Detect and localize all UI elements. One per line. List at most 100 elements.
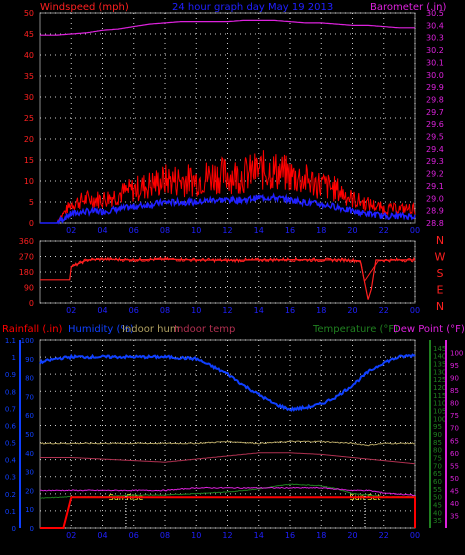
x-tick-label: 18 xyxy=(316,531,326,540)
barometer-tick-label: 30.5 xyxy=(426,9,444,18)
grid-lines xyxy=(40,12,416,529)
barometer-tick-label: 30.3 xyxy=(426,34,444,43)
temperature-tick-label: 105 xyxy=(433,408,446,416)
rain-tick-label: 0.4 xyxy=(5,457,17,465)
humidity-tick-label: 90 xyxy=(25,356,34,364)
barometer-line xyxy=(40,19,415,36)
wind-tick-label: 20 xyxy=(24,135,34,144)
indoor-temp-label: Indoor temp xyxy=(174,324,235,335)
humidity-tick-label: 0 xyxy=(30,525,34,533)
temperature-tick-label: 75 xyxy=(433,455,442,463)
temperature-tick-label: 135 xyxy=(433,361,446,369)
dew-point-tick-label: 75 xyxy=(450,412,459,420)
graph-title: 24 hour graph day May 19 2013 xyxy=(172,2,333,13)
barometer-tick-label: 28.9 xyxy=(426,207,444,216)
x-tick-label: 16 xyxy=(285,531,295,540)
rain-tick-label: 0.7 xyxy=(5,405,16,413)
rain-tick-label: 0.9 xyxy=(5,371,16,379)
x-tick-label: 10 xyxy=(191,306,201,315)
barometer-tick-label: 29.9 xyxy=(426,83,444,92)
temperature-tick-label: 110 xyxy=(433,400,446,408)
dew-point-tick-label: 50 xyxy=(450,475,459,483)
rain-tick-label: 0.1 xyxy=(5,508,16,516)
wind-tick-label: 40 xyxy=(24,51,34,60)
dew-point-line xyxy=(40,486,416,497)
temperature-tick-label: 45 xyxy=(433,502,442,510)
dew-point-tick-label: 65 xyxy=(450,437,459,445)
direction-tick-label: 0 xyxy=(29,299,34,308)
temperature-tick-label: 60 xyxy=(433,478,442,486)
series-lines xyxy=(39,19,416,529)
dew-point-tick-label: 70 xyxy=(450,425,459,433)
rain-tick-label: 0.8 xyxy=(5,388,16,396)
x-tick-label: 18 xyxy=(316,306,326,315)
barometer-tick-label: 29.3 xyxy=(426,157,444,166)
x-tick-label: 10 xyxy=(191,226,201,235)
barometer-tick-label: 30.0 xyxy=(426,71,444,80)
windspeed-label: Windspeed (mph) xyxy=(40,2,129,13)
indoor-temp-line xyxy=(40,452,416,465)
wind-tick-label: 15 xyxy=(24,156,34,165)
temperature-tick-label: 100 xyxy=(433,415,446,423)
x-tick-label: 14 xyxy=(254,306,264,315)
x-tick-label: 12 xyxy=(222,306,232,315)
humidity-tick-label: 10 xyxy=(25,506,34,514)
wind-tick-label: 25 xyxy=(24,114,34,123)
barometer-tick-label: 29.8 xyxy=(426,95,444,104)
indoor-hum-line xyxy=(39,440,416,447)
humidity-tick-label: 50 xyxy=(25,431,34,439)
barometer-tick-label: 29.1 xyxy=(426,182,444,191)
x-tick-label: 04 xyxy=(97,306,107,315)
temperature-tick-label: 50 xyxy=(433,494,442,502)
temperature-tick-label: 130 xyxy=(433,368,446,376)
temperature-tick-label: 80 xyxy=(433,447,442,455)
dew-point-tick-label: 100 xyxy=(450,350,463,358)
barometer-tick-label: 29.6 xyxy=(426,120,444,129)
humidity-tick-label: 60 xyxy=(25,412,34,420)
x-tick-label: 10 xyxy=(191,531,201,540)
compass-label: N xyxy=(436,300,444,313)
x-tick-label: 22 xyxy=(379,226,389,235)
x-tick-label: 14 xyxy=(254,531,264,540)
direction-tick-label: 180 xyxy=(19,268,34,277)
wind-average-line xyxy=(40,192,416,225)
barometer-tick-label: 29.5 xyxy=(426,133,444,142)
dew-point-tick-label: 95 xyxy=(450,362,459,370)
temperature-tick-label: 55 xyxy=(433,486,442,494)
x-tick-label: 06 xyxy=(129,226,139,235)
wind-tick-label: 10 xyxy=(24,177,34,186)
temperature-tick-label: 125 xyxy=(433,376,446,384)
temperature-tick-label: 70 xyxy=(433,462,442,470)
x-tick-label: 16 xyxy=(285,306,295,315)
x-tick-label: 16 xyxy=(285,226,295,235)
dew-point-tick-label: 40 xyxy=(450,500,459,508)
dew-point-tick-label: 85 xyxy=(450,387,459,395)
x-tick-label: 08 xyxy=(160,531,170,540)
x-tick-label: 08 xyxy=(160,226,170,235)
temperature-tick-label: 85 xyxy=(433,439,442,447)
x-tick-label: 12 xyxy=(222,226,232,235)
x-tick-label: 04 xyxy=(97,226,107,235)
wind-tick-label: 5 xyxy=(29,198,34,207)
compass-label: E xyxy=(437,284,444,297)
direction-tick-label: 270 xyxy=(19,253,34,262)
direction-noise-line xyxy=(70,256,416,283)
x-tick-label: 00 xyxy=(410,226,420,235)
humidity-tick-label: 20 xyxy=(25,487,34,495)
rain-tick-label: 0 xyxy=(12,525,16,533)
rain-tick-label: 1.1 xyxy=(5,337,16,345)
barometer-tick-label: 30.2 xyxy=(426,46,444,55)
rain-tick-label: 1 xyxy=(12,354,16,362)
rain-tick-label: 0.2 xyxy=(5,491,16,499)
x-tick-label: 20 xyxy=(347,226,357,235)
wind-tick-label: 35 xyxy=(24,72,34,81)
barometer-tick-label: 29.2 xyxy=(426,170,444,179)
wind-gust-line xyxy=(40,150,416,224)
barometer-tick-label: 30.4 xyxy=(426,21,444,30)
wind-tick-label: 0 xyxy=(29,219,34,228)
x-tick-label: 02 xyxy=(66,531,76,540)
x-tick-label: 02 xyxy=(66,226,76,235)
temperature-tick-label: 140 xyxy=(433,353,446,361)
